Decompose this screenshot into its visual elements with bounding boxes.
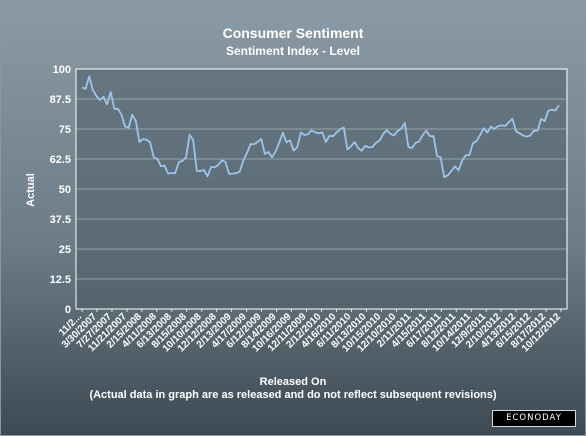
y-tick-label: 75 xyxy=(59,124,71,136)
y-tick-label: 0 xyxy=(65,304,71,316)
y-tick-label: 37.5 xyxy=(50,214,71,226)
y-tick-label: 25 xyxy=(59,244,71,256)
y-tick-label: 50 xyxy=(59,184,71,196)
series-line xyxy=(81,75,560,179)
y-tick-labels: 0 12.5 25 37.5 50 62.5 75 87.5 100 xyxy=(50,64,71,316)
y-tick-label: 87.5 xyxy=(50,94,71,106)
chart-subtitle: Sentiment Index - Level xyxy=(225,44,361,58)
y-tick-label: 12.5 xyxy=(50,274,71,286)
y-tick-label: 100 xyxy=(53,64,71,76)
chart-title: Consumer Sentiment xyxy=(222,25,364,41)
econoday-logo: ECONODAY xyxy=(492,410,576,427)
x-tick-labels: 11/2...3/30/20077/27/200711/21/20072/15/… xyxy=(57,309,563,355)
y-tick-label: 62.5 xyxy=(50,154,71,166)
chart-note: (Actual data in graph are as released an… xyxy=(89,389,497,401)
series-layer xyxy=(81,75,560,179)
x-axis-label: Released On xyxy=(259,376,327,388)
